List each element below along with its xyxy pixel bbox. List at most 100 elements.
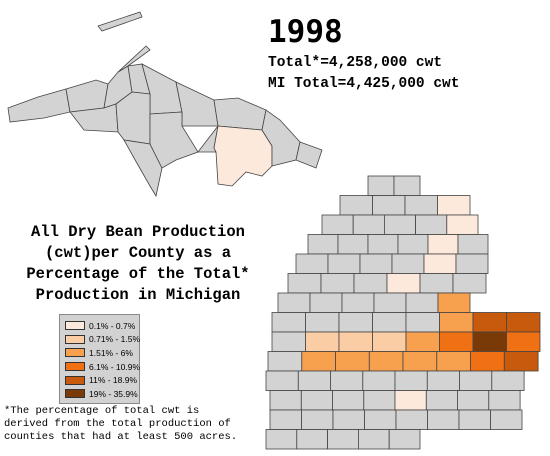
legend-entry: 0.1% - 0.7%: [65, 319, 139, 333]
county-up-ontonagon: [65, 79, 109, 113]
legend-entry: 11% - 18.9%: [65, 373, 139, 387]
county-lp: [332, 409, 365, 430]
county-lp: [357, 429, 390, 450]
county-lp: [271, 312, 306, 333]
county-lp: [353, 273, 388, 294]
county-lp: [277, 292, 311, 313]
legend-swatch: [65, 348, 85, 358]
county-lp: [506, 312, 541, 333]
county-lp: [472, 331, 507, 352]
county-up-dickinson: [115, 91, 151, 145]
county-lp: [470, 351, 505, 372]
map-title-line: (cwt)per County as a: [44, 244, 232, 262]
county-lp: [425, 390, 458, 411]
county-lp: [405, 292, 439, 313]
county-lp: [439, 331, 474, 352]
county-lp: [321, 214, 354, 235]
county-lp: [297, 370, 331, 391]
county-lp: [439, 312, 474, 333]
legend-label: 6.1% - 10.9%: [89, 361, 141, 372]
county-lp: [423, 253, 457, 274]
county-lp: [372, 331, 407, 352]
county-lp: [363, 390, 396, 411]
county-lp: [338, 312, 373, 333]
county-up-keweenaw: [117, 45, 151, 73]
legend-entry: 0.71% - 1.5%: [65, 333, 141, 347]
county-lp: [309, 292, 343, 313]
county-lp: [472, 312, 507, 333]
footnote-line: *The percentage of total cwt is: [4, 405, 200, 417]
lower-peninsula: [265, 175, 541, 450]
county-lp: [391, 253, 425, 274]
county-lp: [359, 253, 393, 274]
legend-entry: 6.1% - 10.9%: [65, 360, 141, 374]
county-lp: [386, 273, 421, 294]
county-up-gogebic: [7, 88, 71, 123]
county-lp: [287, 273, 322, 294]
county-lp: [419, 273, 454, 294]
county-lp: [427, 234, 459, 255]
county-lp: [362, 370, 396, 391]
county-lp: [394, 370, 428, 391]
county-lp: [383, 214, 416, 235]
county-lp: [267, 351, 303, 372]
county-lp: [271, 331, 306, 352]
legend-entry: 1.51% - 6%: [65, 346, 139, 360]
county-lp: [490, 409, 523, 430]
county-up-delta: [149, 111, 199, 169]
county-lp: [301, 409, 334, 430]
county-lp: [352, 214, 385, 235]
county-lp: [335, 351, 370, 372]
county-lp: [341, 292, 375, 313]
county-lp: [437, 195, 471, 216]
county-lp: [404, 195, 438, 216]
county-lp: [367, 175, 395, 196]
county-lp: [305, 312, 340, 333]
county-lp: [488, 390, 521, 411]
county-lp: [405, 312, 440, 333]
county-lp: [457, 234, 489, 255]
legend-label: 1.51% - 6%: [89, 347, 133, 358]
mi-total-cwt: MI Total=4,425,000 cwt: [268, 76, 460, 92]
county-lp: [332, 390, 365, 411]
legend-label: 19% - 35.9%: [89, 388, 138, 399]
county-up-east: [295, 141, 323, 169]
county-lp: [426, 370, 460, 391]
map-title: All Dry Bean Production (cwt)per County …: [6, 222, 270, 306]
county-lp: [265, 370, 299, 391]
county-lp: [436, 351, 471, 372]
map-title-line: All Dry Bean Production: [31, 223, 245, 241]
county-lp: [338, 331, 373, 352]
county-lp: [506, 331, 541, 352]
county-lp: [367, 234, 399, 255]
county-lp: [373, 292, 407, 313]
county-lp: [397, 234, 429, 255]
isle-royale: [97, 11, 143, 32]
map-title-line: Production in Michigan: [35, 286, 241, 304]
county-lp: [372, 312, 407, 333]
county-up-mackinac: [213, 125, 273, 187]
legend-swatch: [65, 362, 85, 372]
county-lp: [394, 390, 427, 411]
county-lp: [395, 409, 428, 430]
map-legend: 0.1% - 0.7% 0.71% - 1.5% 1.51% - 6% 6.1%…: [59, 314, 140, 404]
county-lp: [307, 234, 339, 255]
county-lp: [305, 331, 340, 352]
county-lp: [458, 409, 491, 430]
county-lp: [457, 390, 490, 411]
county-lp: [503, 351, 539, 372]
footnote-line: counties that had at least 500 acres.: [4, 431, 238, 443]
upper-peninsula: [7, 45, 323, 198]
legend-label: 11% - 18.9%: [89, 375, 138, 386]
county-lp: [368, 351, 404, 372]
footnote: *The percentage of total cwt is derived …: [4, 405, 279, 444]
county-lp: [393, 175, 421, 196]
legend-swatch: [65, 375, 85, 385]
county-lp: [452, 273, 487, 294]
legend-label: 0.1% - 0.7%: [89, 320, 136, 331]
county-lp: [339, 195, 373, 216]
county-lp: [491, 370, 525, 391]
county-lp: [427, 409, 460, 430]
legend-label: 0.71% - 1.5%: [89, 334, 141, 345]
